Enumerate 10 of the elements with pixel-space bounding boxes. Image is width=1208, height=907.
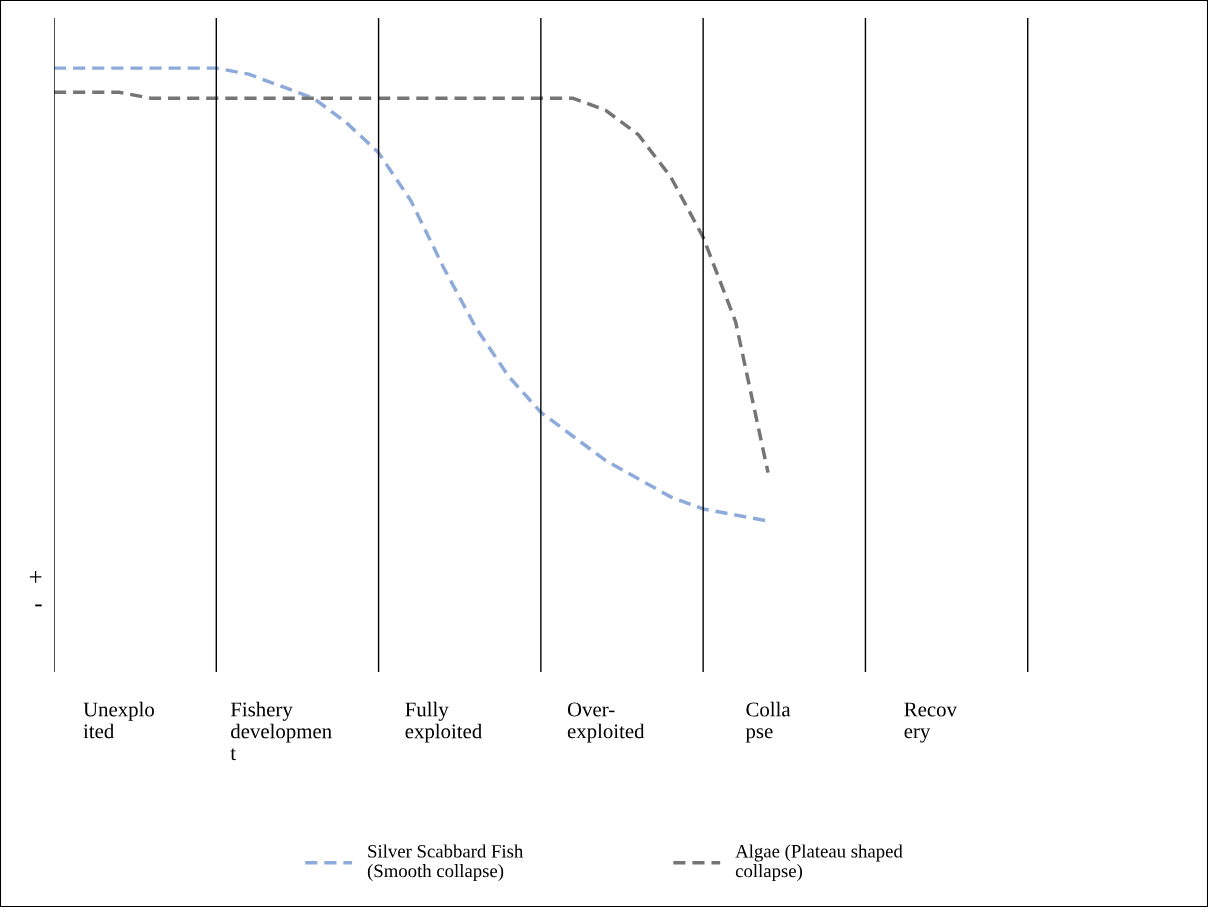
annotation: + [29,571,42,583]
x-tick-label: Colla pse [745,701,791,743]
x-tick-label: Fishery developmen t [230,701,332,761]
legend-label: Algae (Plateau shaped collapse) [735,844,903,882]
x-tick-label: Over- exploited [567,702,645,743]
x-tick-label: Unexplo ited [83,701,154,739]
annotation: - [35,604,42,607]
x-tick-label: Recov ery [904,702,957,743]
legend-label: Silver Scabbard Fish (Smooth collapse) [367,844,524,882]
x-tick-label: Fully exploited [405,701,482,743]
